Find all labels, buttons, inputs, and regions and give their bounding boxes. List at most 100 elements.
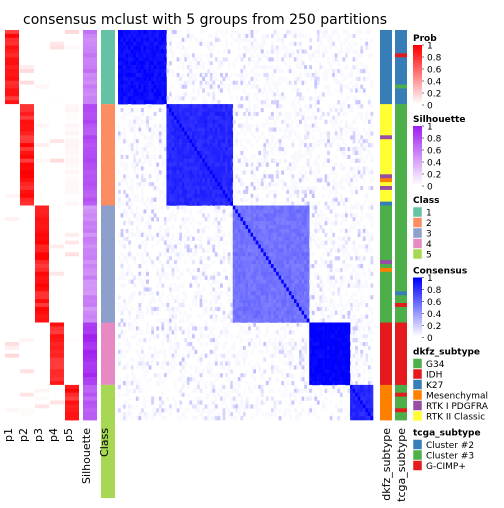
consensus-cell: [138, 127, 142, 132]
consensus-cell: [301, 178, 305, 183]
consensus-cell: [140, 186, 144, 191]
consensus-cell: [273, 252, 277, 257]
consensus-cell: [156, 57, 160, 62]
prob-cell: [35, 72, 49, 78]
consensus-cell: [286, 205, 290, 210]
consensus-cell: [350, 306, 353, 312]
consensus-cell: [299, 256, 302, 261]
consensus-cell: [255, 303, 259, 308]
consensus-cell: [143, 119, 147, 124]
consensus-cell: [161, 162, 165, 167]
consensus-cell: [194, 275, 198, 280]
consensus-cell: [367, 131, 371, 136]
consensus-cell: [194, 295, 198, 300]
consensus-cell: [299, 322, 302, 327]
consensus-cell: [158, 193, 162, 198]
consensus-cell: [276, 166, 279, 171]
consensus-cell: [350, 178, 353, 183]
consensus-cell: [217, 49, 221, 54]
consensus-cell: [288, 291, 292, 296]
consensus-cell: [365, 283, 369, 288]
prob-cell: [35, 209, 49, 214]
consensus-cell: [140, 189, 144, 195]
consensus-cell: [202, 158, 205, 163]
consensus-cell: [212, 318, 216, 323]
consensus-cell: [179, 150, 183, 156]
silhouette-cell: [83, 334, 97, 339]
consensus-cell: [181, 115, 185, 120]
prob-cell: [35, 373, 49, 378]
consensus-cell: [283, 275, 287, 280]
consensus-cell: [263, 174, 267, 179]
consensus-cell: [169, 193, 172, 198]
consensus-cell: [293, 217, 297, 222]
consensus-cell: [235, 225, 239, 230]
consensus-cell: [220, 236, 223, 241]
consensus-cell: [263, 240, 267, 245]
consensus-cell: [329, 45, 333, 50]
silhouette-cell: [83, 61, 97, 66]
consensus-cell: [309, 37, 313, 42]
prob-cell: [50, 396, 64, 401]
consensus-cell: [299, 111, 302, 117]
consensus-cell: [258, 306, 262, 312]
consensus-cell: [217, 88, 221, 93]
consensus-cell: [281, 178, 285, 183]
consensus-cell: [120, 213, 124, 218]
consensus-cell: [212, 287, 216, 292]
consensus-cell: [324, 49, 328, 54]
consensus-cell: [202, 213, 205, 218]
consensus-cell: [174, 127, 177, 132]
silhouette-cell: [83, 147, 97, 152]
consensus-cell: [327, 264, 330, 269]
consensus-cell: [255, 271, 259, 276]
consensus-cell: [174, 189, 177, 195]
consensus-cell: [306, 232, 310, 237]
consensus-cell: [227, 123, 231, 128]
consensus-cell: [179, 186, 183, 191]
consensus-cell: [174, 182, 177, 187]
consensus-cell: [250, 69, 254, 74]
consensus-cell: [265, 213, 269, 218]
consensus-cell: [255, 264, 259, 269]
prob-cell: [50, 53, 64, 58]
consensus-cell: [179, 166, 183, 171]
consensus-cell: [339, 236, 343, 241]
prob-cell: [50, 69, 64, 74]
consensus-cell: [334, 170, 338, 175]
consensus-cell: [250, 283, 254, 288]
prob-cell: [65, 373, 79, 378]
consensus-cell: [322, 162, 325, 167]
consensus-cell: [360, 283, 364, 288]
consensus-cell: [176, 326, 180, 331]
consensus-cell: [360, 244, 364, 249]
consensus-cell: [370, 115, 374, 120]
consensus-cell: [250, 228, 254, 234]
consensus-cell: [288, 271, 292, 276]
consensus-cell: [207, 162, 211, 167]
prob-cell: [20, 369, 34, 374]
consensus-cell: [232, 84, 236, 89]
consensus-cell: [133, 61, 137, 66]
consensus-cell: [329, 260, 333, 265]
consensus-cell: [237, 314, 241, 319]
consensus-cell: [344, 65, 348, 70]
consensus-cell: [301, 267, 305, 273]
consensus-cell: [248, 291, 251, 296]
consensus-cell: [169, 306, 172, 312]
consensus-cell: [237, 244, 241, 249]
prob-cell: [20, 338, 34, 343]
consensus-cell: [293, 205, 297, 210]
consensus-cell: [232, 314, 236, 319]
consensus-cell: [151, 143, 154, 148]
prob-cell: [5, 267, 19, 273]
consensus-cell: [191, 158, 195, 163]
consensus-cell: [128, 104, 132, 109]
consensus-cell: [273, 248, 277, 253]
consensus-cell: [258, 244, 262, 249]
consensus-cell: [199, 299, 203, 304]
consensus-cell: [370, 154, 374, 159]
consensus-cell: [329, 264, 333, 269]
consensus-cell: [250, 41, 254, 46]
consensus-cell: [263, 256, 267, 261]
